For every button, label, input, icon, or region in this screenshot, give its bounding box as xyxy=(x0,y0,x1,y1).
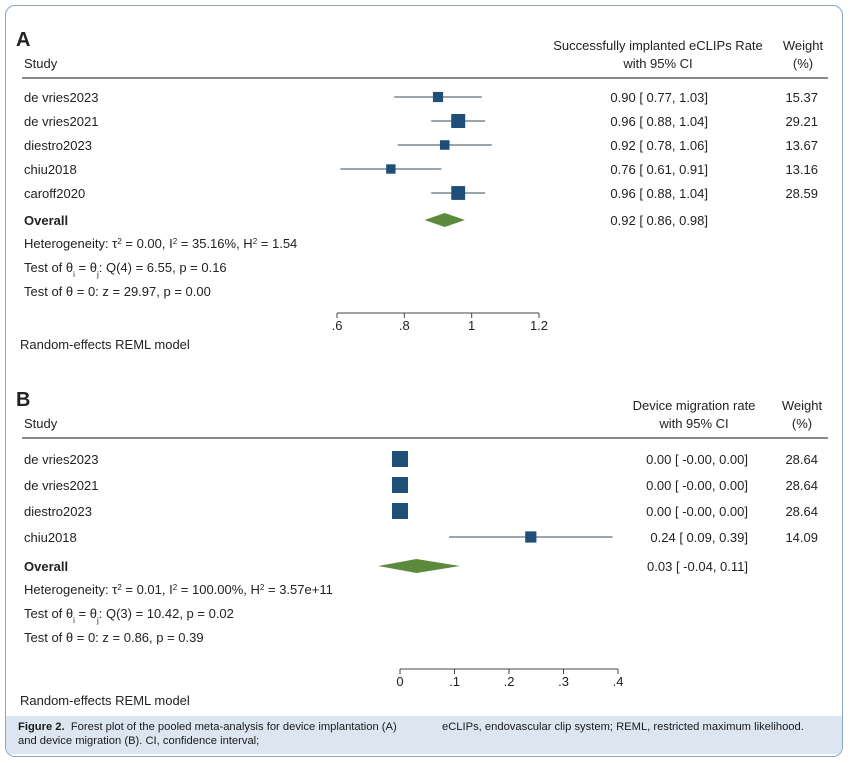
study-weight: 13.16 xyxy=(785,162,818,177)
study-name: chiu2018 xyxy=(24,162,77,177)
study-marker xyxy=(525,531,537,543)
panel-label: B xyxy=(16,389,30,411)
model-label: Random-effects REML model xyxy=(20,693,190,706)
overall-label: Overall xyxy=(24,559,68,574)
study-name: chiu2018 xyxy=(24,530,77,545)
weight-header: Weight xyxy=(783,38,824,53)
study-name: diestro2023 xyxy=(24,138,92,153)
study-marker xyxy=(392,451,408,467)
overall-effect-test: Test of θ = 0: z = 29.97, p = 0.00 xyxy=(24,284,211,299)
study-ci: 0.96 [ 0.88, 1.04] xyxy=(610,186,708,201)
study-ci: 0.90 [ 0.77, 1.03] xyxy=(610,90,708,105)
study-name: caroff2020 xyxy=(24,186,85,201)
study-weight: 28.64 xyxy=(785,504,818,519)
study-ci: 0.96 [ 0.88, 1.04] xyxy=(610,114,708,129)
study-ci: 0.76 [ 0.61, 0.91] xyxy=(610,162,708,177)
homogeneity-test: Test of θi = θj: Q(4) = 6.55, p = 0.16 xyxy=(24,260,227,279)
study-weight: 28.64 xyxy=(785,452,818,467)
study-weight: 14.09 xyxy=(785,530,818,545)
study-weight: 15.37 xyxy=(785,90,818,105)
effect-header: Device migration rate xyxy=(633,398,756,413)
x-tick-label: .8 xyxy=(399,318,410,333)
effect-header: Successfully implanted eCLIPs Rate xyxy=(553,38,763,53)
homogeneity-test: Test of θi = θj: Q(3) = 10.42, p = 0.02 xyxy=(24,606,234,625)
overall-ci: 0.92 [ 0.86, 0.98] xyxy=(610,213,708,228)
x-tick-label: .6 xyxy=(332,318,343,333)
overall-ci: 0.03 [ -0.04, 0.11] xyxy=(647,559,748,574)
overall-diamond xyxy=(424,213,465,227)
weight-header: Weight xyxy=(782,398,823,413)
study-marker xyxy=(386,164,396,174)
heterogeneity-stats: Heterogeneity: τ2 = 0.01, I2 = 100.00%, … xyxy=(24,582,333,597)
x-tick-label: 0 xyxy=(396,674,403,689)
overall-effect-test: Test of θ = 0: z = 0.86, p = 0.39 xyxy=(24,630,204,645)
effect-header-ci: with 95% CI xyxy=(622,56,692,71)
caption-left-text: Forest plot of the pooled meta-analysis … xyxy=(18,721,397,747)
x-tick-label: .4 xyxy=(613,674,624,689)
study-marker xyxy=(432,91,444,103)
study-marker xyxy=(392,503,408,519)
weight-header-unit: (%) xyxy=(793,56,813,71)
study-weight: 29.21 xyxy=(785,114,818,129)
caption-right: eCLIPs, endovascular clip system; REML, … xyxy=(442,720,834,734)
weight-header-unit: (%) xyxy=(792,416,812,431)
study-header: Study xyxy=(24,416,58,431)
study-ci: 0.24 [ 0.09, 0.39] xyxy=(650,530,748,545)
heterogeneity-stats: Heterogeneity: τ2 = 0.00, I2 = 35.16%, H… xyxy=(24,236,297,251)
study-ci: 0.00 [ -0.00, 0.00] xyxy=(646,504,748,519)
figure-caption: Figure 2. Forest plot of the pooled meta… xyxy=(6,716,842,754)
study-name: diestro2023 xyxy=(24,504,92,519)
effect-header-ci: with 95% CI xyxy=(658,416,728,431)
panel-label: A xyxy=(16,29,30,51)
figure-frame: A Study Successfully implanted eCLIPs Rate… xyxy=(5,5,843,757)
x-tick-label: .3 xyxy=(558,674,569,689)
caption-right-text: eCLIPs, endovascular clip system; REML, … xyxy=(442,721,804,733)
study-name: de vries2023 xyxy=(24,452,98,467)
overall-diamond xyxy=(378,559,460,573)
study-name: de vries2023 xyxy=(24,90,98,105)
x-tick-label: 1.2 xyxy=(530,318,548,333)
x-tick-label: .1 xyxy=(449,674,460,689)
model-label: Random-effects REML model xyxy=(20,337,190,352)
x-tick-label: .2 xyxy=(504,674,515,689)
x-tick-label: 1 xyxy=(468,318,475,333)
study-name: de vries2021 xyxy=(24,478,98,493)
caption-label: Figure 2. xyxy=(18,721,65,733)
study-marker xyxy=(392,477,408,493)
forest-plot-a: A Study Successfully implanted eCLIPs Rate… xyxy=(16,29,828,352)
forest-plot-b: B Study Device migration rate with 95% CI We… xyxy=(16,389,828,706)
study-weight: 28.59 xyxy=(785,186,818,201)
study-marker xyxy=(439,140,450,150)
study-marker xyxy=(451,186,466,200)
study-marker xyxy=(451,114,466,128)
study-name: de vries2021 xyxy=(24,114,98,129)
study-ci: 0.92 [ 0.78, 1.06] xyxy=(610,138,708,153)
study-header: Study xyxy=(24,56,58,71)
study-weight: 13.67 xyxy=(785,138,818,153)
study-ci: 0.00 [ -0.00, 0.00] xyxy=(646,478,748,493)
study-weight: 28.64 xyxy=(785,478,818,493)
caption-left: Figure 2. Forest plot of the pooled meta… xyxy=(18,720,408,748)
overall-label: Overall xyxy=(24,213,68,228)
study-ci: 0.00 [ -0.00, 0.00] xyxy=(646,452,748,467)
